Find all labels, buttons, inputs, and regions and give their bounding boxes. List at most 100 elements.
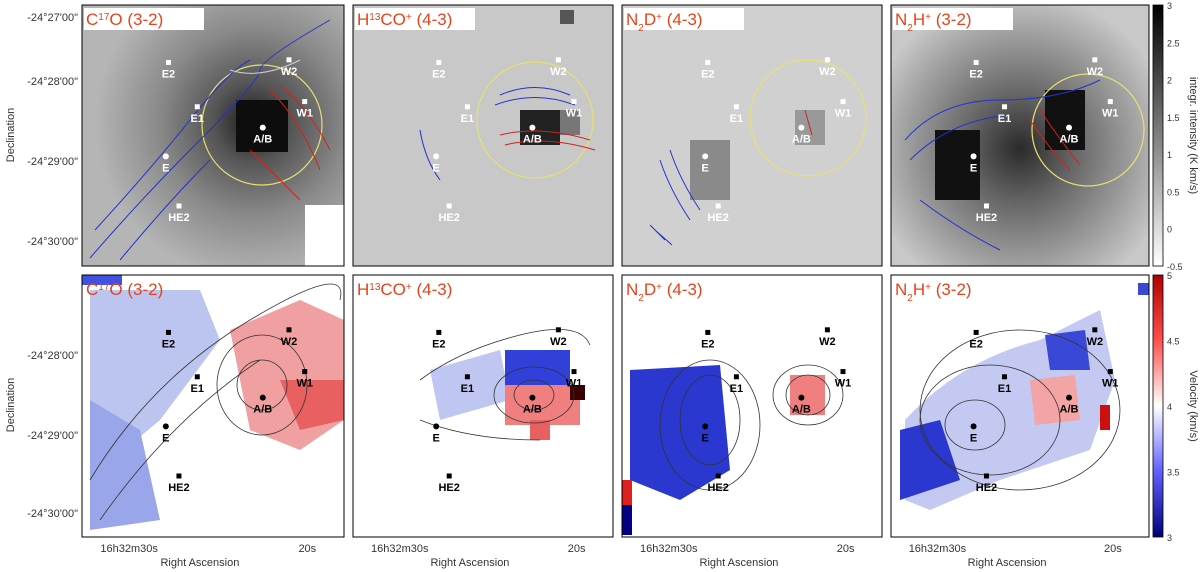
source-marker <box>983 203 989 209</box>
x-tick-label: 16h32m30s <box>640 543 698 555</box>
source-marker <box>162 153 169 160</box>
source-marker <box>702 153 709 160</box>
source-marker <box>733 104 739 110</box>
colorbar-velocity-tick: 4 <box>1167 402 1172 412</box>
source-label: W2 <box>550 66 567 78</box>
source-label: HE2 <box>976 482 997 494</box>
source-label: HE2 <box>438 482 459 494</box>
source-marker <box>259 124 266 131</box>
colorbar-intensity-tick: 1 <box>1167 150 1172 160</box>
panel-title-bg <box>84 8 204 30</box>
source-label: W1 <box>1102 378 1119 390</box>
source-label: W1 <box>835 378 852 390</box>
y-tick-label: -24°29'00" <box>27 156 78 168</box>
source-label: E2 <box>969 68 982 80</box>
source-marker <box>970 153 977 160</box>
source-label: W2 <box>281 336 298 348</box>
x-tick-label: 20s <box>298 543 316 555</box>
source-marker <box>165 329 171 335</box>
source-marker <box>464 374 470 380</box>
y-tick-label: -24°28'00" <box>27 350 78 362</box>
source-marker <box>970 423 977 430</box>
colorbar-intensity-tick: 2 <box>1167 76 1172 86</box>
colorbar-intensity-label: integr. intensity (K km/s) <box>1187 77 1199 194</box>
source-marker <box>162 423 169 430</box>
panel-bottom-c17o <box>81 274 345 538</box>
source-marker <box>840 99 846 105</box>
panel-title: H13CO+ (4-3) <box>357 10 452 29</box>
colorbar-velocity-label: Velocity (km/s) <box>1187 370 1199 442</box>
source-marker <box>1002 374 1008 380</box>
source-label: E2 <box>701 68 714 80</box>
source-marker <box>176 473 182 479</box>
source-marker <box>555 327 561 333</box>
source-label: E2 <box>432 338 445 350</box>
source-marker <box>194 374 200 380</box>
source-marker <box>1092 57 1098 63</box>
source-label: E <box>702 162 709 174</box>
source-marker <box>715 473 721 479</box>
source-label: W1 <box>566 108 583 120</box>
source-label: HE2 <box>707 212 728 224</box>
source-marker <box>286 327 292 333</box>
source-marker <box>1107 99 1113 105</box>
source-label: E2 <box>701 338 714 350</box>
source-label: W1 <box>296 378 313 390</box>
source-label: HE2 <box>707 482 728 494</box>
colorbar-intensity-tick: 1.5 <box>1167 113 1180 123</box>
source-marker <box>1066 124 1073 131</box>
source-label: E <box>162 432 169 444</box>
colorbar-intensity <box>1152 4 1164 267</box>
x-tick-label: 16h32m30s <box>100 543 158 555</box>
source-label: E2 <box>162 68 175 80</box>
x-axis-label: Right Ascension <box>160 557 239 569</box>
source-marker <box>464 104 470 110</box>
source-marker <box>571 369 577 375</box>
colorbar-velocity-tick: 3.5 <box>1167 468 1180 478</box>
panel-title: N2H+ (3-2) <box>895 10 972 34</box>
x-tick-label: 20s <box>568 543 586 555</box>
source-label: A/B <box>523 404 542 416</box>
source-marker <box>1092 327 1098 333</box>
colorbar-velocity <box>1152 274 1164 538</box>
source-marker <box>176 203 182 209</box>
source-label: E <box>970 162 977 174</box>
y-tick-label: -24°30'00" <box>27 508 78 520</box>
y-tick-label: -24°27'00" <box>27 12 78 24</box>
source-label: E1 <box>998 383 1011 395</box>
x-tick-label: 16h32m30s <box>909 543 967 555</box>
source-label: E2 <box>162 338 175 350</box>
x-axis-label: Right Ascension <box>431 557 510 569</box>
y-tick-label: -24°29'00" <box>27 430 78 442</box>
source-label: E1 <box>461 113 474 125</box>
source-marker <box>1002 104 1008 110</box>
source-marker <box>302 99 308 105</box>
y-axis-label: Declination <box>5 108 17 162</box>
source-marker <box>705 329 711 335</box>
colorbar-intensity-tick: 3 <box>1167 1 1172 11</box>
source-marker <box>702 423 709 430</box>
source-label: W2 <box>1087 336 1104 348</box>
source-marker <box>840 369 846 375</box>
colorbar-velocity-tick: 4.5 <box>1167 337 1180 347</box>
source-marker <box>571 99 577 105</box>
source-label: E1 <box>191 383 204 395</box>
source-marker <box>433 153 440 160</box>
source-marker <box>798 124 805 131</box>
source-label: HE2 <box>976 212 997 224</box>
source-label: E1 <box>730 383 743 395</box>
colorbar-intensity-tick: 0 <box>1167 225 1172 235</box>
source-label: A/B <box>1060 404 1079 416</box>
source-label: E2 <box>969 338 982 350</box>
source-marker <box>529 124 536 131</box>
source-marker <box>733 374 739 380</box>
panel-title: N2D+ (4-3) <box>626 10 703 34</box>
panel-top-n2d <box>621 4 883 267</box>
panel-title: C17O (3-2) <box>86 280 163 299</box>
source-label: W2 <box>819 336 836 348</box>
colorbar-velocity-tick: 3 <box>1167 533 1172 543</box>
panel-top-n2h <box>890 4 1150 267</box>
source-label: A/B <box>253 134 272 146</box>
source-marker <box>165 59 171 65</box>
